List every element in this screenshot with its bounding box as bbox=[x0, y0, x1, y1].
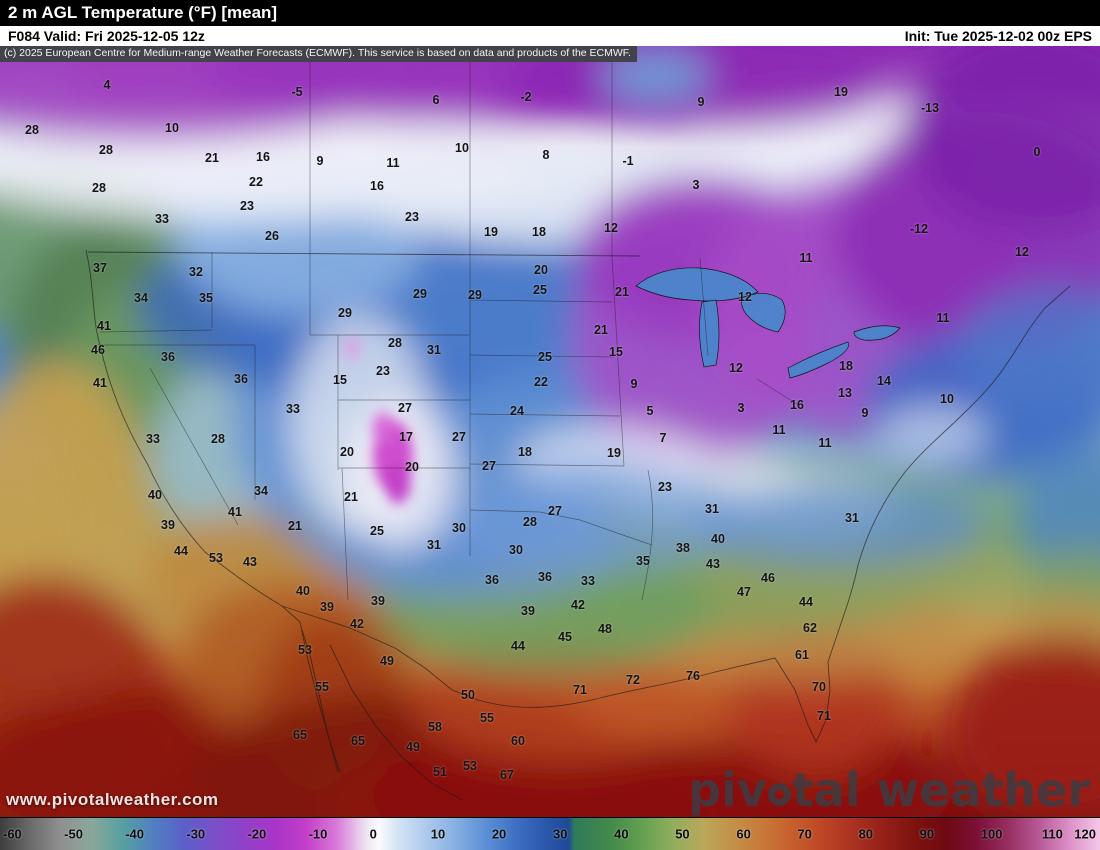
temp-field-blobs bbox=[0, 46, 1100, 818]
colorbar-tick: 70 bbox=[797, 826, 812, 842]
info-bar: F084 Valid: Fri 2025-12-05 12z Init: Tue… bbox=[0, 26, 1100, 46]
pivotal-weather-logo: piv tal weather bbox=[688, 762, 1090, 818]
title-bar: 2 m AGL Temperature (°F) [mean] bbox=[0, 0, 1100, 26]
colorbar-tick: -20 bbox=[247, 826, 267, 842]
logo-o-icon bbox=[767, 783, 791, 806]
colorbar-gradient bbox=[0, 818, 1100, 850]
colorbar-tick: 110 bbox=[1041, 826, 1063, 842]
logo-text-post: tal weather bbox=[791, 763, 1090, 817]
colorbar-tick: 90 bbox=[919, 826, 935, 842]
map-area[interactable]: (c) 2025 European Centre for Medium-rang… bbox=[0, 46, 1100, 818]
colorbar-tick: 60 bbox=[736, 826, 751, 842]
page-title: 2 m AGL Temperature (°F) [mean] bbox=[8, 3, 278, 22]
state-borders bbox=[98, 60, 801, 601]
colorbar-tick: -60 bbox=[3, 826, 22, 842]
init-time: Init: Tue 2025-12-02 00z EPS bbox=[904, 28, 1092, 44]
site-watermark: www.pivotalweather.com bbox=[6, 790, 219, 809]
copyright-strip: (c) 2025 European Centre for Medium-rang… bbox=[0, 46, 637, 62]
colorbar-tick: 100 bbox=[980, 826, 1003, 842]
colorbar-tick: 30 bbox=[553, 826, 568, 842]
great-lakes bbox=[635, 267, 901, 379]
colorbar-tick: 20 bbox=[491, 826, 507, 842]
colorbar-tick: -30 bbox=[186, 826, 206, 842]
colorbar-tick: 120 bbox=[1074, 826, 1096, 842]
cold-pool-magenta-blobs bbox=[343, 336, 413, 504]
colorbar-tick: 40 bbox=[614, 826, 629, 842]
colorbar-tick: -40 bbox=[125, 826, 144, 842]
colorbar-tick: -10 bbox=[308, 826, 328, 842]
logo-text-pre: piv bbox=[688, 763, 767, 817]
colorbar: -60 -50 -40 -30 -20 -10 0 10 20 30 40 50 60 70 80 90 100… bbox=[0, 817, 1100, 850]
valid-time: F084 Valid: Fri 2025-12-05 12z bbox=[8, 28, 205, 44]
coastlines bbox=[85, 249, 1071, 801]
temperature-field-svg bbox=[0, 46, 1100, 818]
colorbar-tick: 80 bbox=[858, 826, 874, 842]
colorbar-tick: -50 bbox=[64, 826, 83, 842]
colorbar-tick: 0 bbox=[369, 826, 377, 842]
colorbar-tick: 50 bbox=[675, 826, 690, 842]
colorbar-tick: 10 bbox=[430, 826, 446, 842]
